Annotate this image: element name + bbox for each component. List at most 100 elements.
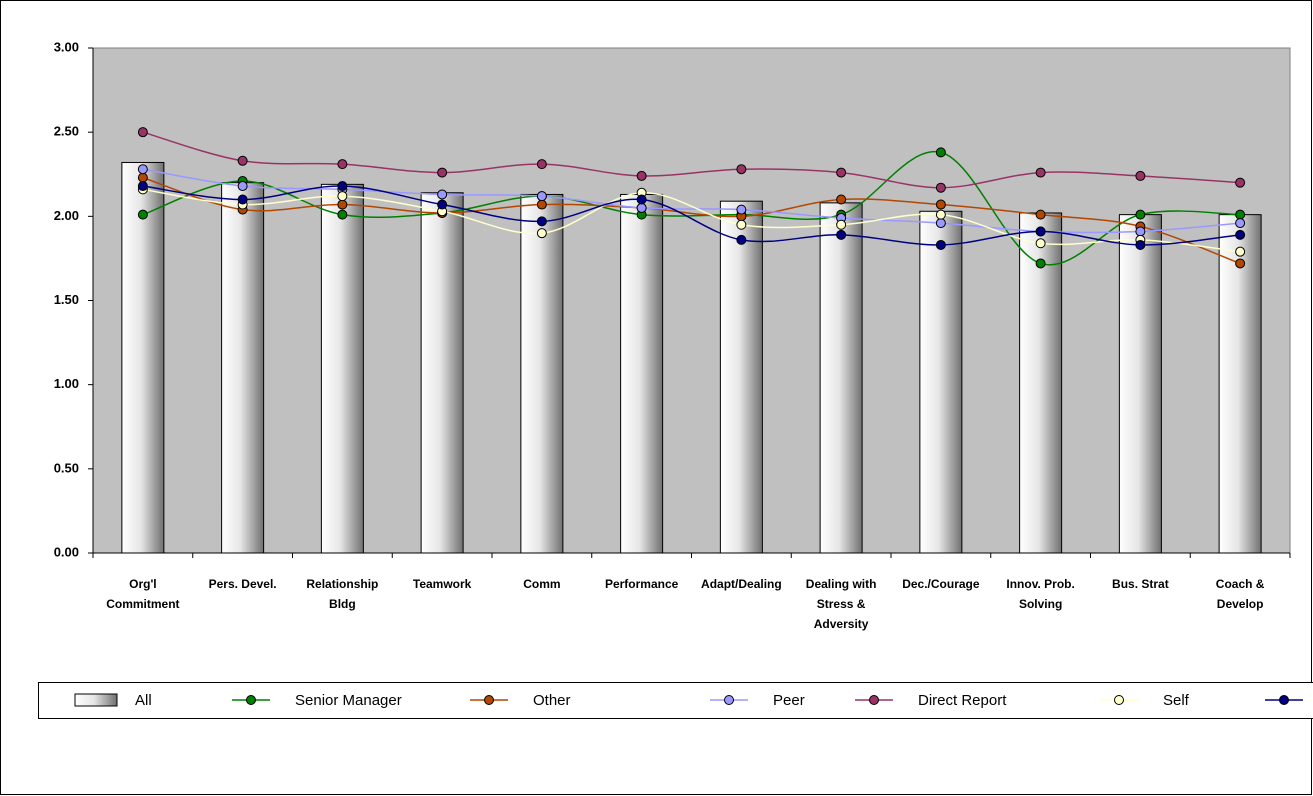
x-tick-label: Adapt/Dealing — [701, 577, 782, 591]
marker — [636, 202, 647, 213]
marker — [636, 170, 647, 181]
legend-label: All — [135, 692, 152, 709]
x-tick-label: Dealing with Stress & Adversity — [806, 577, 877, 631]
bar — [1218, 214, 1262, 554]
marker — [536, 228, 547, 239]
marker — [1035, 238, 1046, 249]
series-line — [142, 176, 1241, 265]
marker — [736, 234, 747, 245]
marker — [337, 191, 348, 202]
legend-swatch — [74, 693, 118, 707]
x-tick-label: Teamwork — [413, 577, 472, 591]
marker — [337, 159, 348, 170]
x-tick-label-line: Solving — [1019, 597, 1062, 611]
marker — [437, 167, 448, 178]
legend-marker — [1279, 695, 1289, 705]
marker — [736, 164, 747, 175]
marker — [935, 199, 946, 210]
y-tick-label: 1.50 — [54, 292, 79, 307]
legend-marker — [484, 695, 494, 705]
marker — [836, 229, 847, 240]
marker — [1135, 226, 1146, 237]
marker — [237, 181, 248, 192]
x-tick-label-line: Org'l — [129, 577, 157, 591]
marker — [736, 204, 747, 215]
x-tick-label: Bus. Strat — [1112, 577, 1169, 591]
marker — [836, 167, 847, 178]
bar — [719, 200, 763, 554]
x-tick-label-line: Develop — [1217, 597, 1264, 611]
y-tick-label: 1.00 — [54, 376, 79, 391]
legend-marker — [724, 695, 734, 705]
marker — [337, 199, 348, 210]
marker — [935, 209, 946, 220]
x-tick-label-line: Performance — [605, 577, 679, 591]
marker — [1035, 209, 1046, 220]
marker — [237, 155, 248, 166]
x-tick-label: Dec./Courage — [902, 577, 980, 591]
marker — [137, 181, 148, 192]
bar — [620, 193, 664, 554]
y-tick-label: 2.50 — [54, 124, 79, 139]
marker — [437, 199, 448, 210]
plot-area — [92, 47, 1291, 554]
x-tick-label: Innov. Prob. Solving — [1006, 577, 1074, 611]
y-tick-label: 0.50 — [54, 460, 79, 475]
x-tick-label-line: Comm — [523, 577, 560, 591]
marker — [536, 191, 547, 202]
marker — [1135, 209, 1146, 220]
x-tick-label: Org'l Commitment — [106, 577, 179, 611]
x-tick-label: Coach & Develop — [1216, 577, 1265, 611]
marker — [237, 194, 248, 205]
x-tick-label: Pers. Devel. — [209, 577, 277, 591]
marker — [1235, 177, 1246, 188]
bar — [919, 210, 963, 554]
marker — [836, 219, 847, 230]
x-tick-label: Comm — [523, 577, 560, 591]
marker — [935, 218, 946, 229]
marker — [935, 147, 946, 158]
marker — [1035, 167, 1046, 178]
legend-marker — [869, 695, 879, 705]
marker — [137, 209, 148, 220]
legend-label: Direct Report — [918, 692, 1007, 709]
y-tick-label: 0.00 — [54, 544, 79, 559]
x-tick-label-line: Dec./Courage — [902, 577, 980, 591]
marker — [935, 239, 946, 250]
marker — [1035, 226, 1046, 237]
marker — [536, 159, 547, 170]
x-tick-label-line: Stress & — [817, 597, 866, 611]
marker — [935, 182, 946, 193]
bar — [819, 202, 863, 554]
x-tick-label-line: Bus. Strat — [1112, 577, 1169, 591]
series-line — [142, 188, 1241, 253]
marker — [1035, 258, 1046, 269]
marker — [337, 209, 348, 220]
marker — [137, 127, 148, 138]
y-tick-label: 2.00 — [54, 208, 79, 223]
x-tick-label-line: Bldg — [329, 597, 356, 611]
bar — [520, 193, 564, 554]
marker — [636, 194, 647, 205]
marker — [836, 194, 847, 205]
marker — [736, 219, 747, 230]
x-tick-label-line: Adapt/Dealing — [701, 577, 782, 591]
legend-label: Other — [533, 692, 571, 709]
marker — [1235, 218, 1246, 229]
y-tick-label: 3.00 — [54, 39, 79, 54]
series-line — [142, 185, 1241, 246]
legend-marker — [1114, 695, 1124, 705]
x-tick-label-line: Innov. Prob. — [1006, 577, 1074, 591]
bar — [320, 183, 364, 554]
x-tick-label: Relationship Bldg — [306, 577, 378, 611]
bar — [1019, 212, 1063, 554]
x-tick-label-line: Commitment — [106, 597, 179, 611]
marker — [536, 199, 547, 210]
x-tick-label-line: Dealing with — [806, 577, 877, 591]
bar — [1118, 214, 1162, 554]
bar — [420, 192, 464, 554]
marker — [137, 164, 148, 175]
bar — [121, 161, 165, 554]
x-tick-label-line: Teamwork — [413, 577, 472, 591]
